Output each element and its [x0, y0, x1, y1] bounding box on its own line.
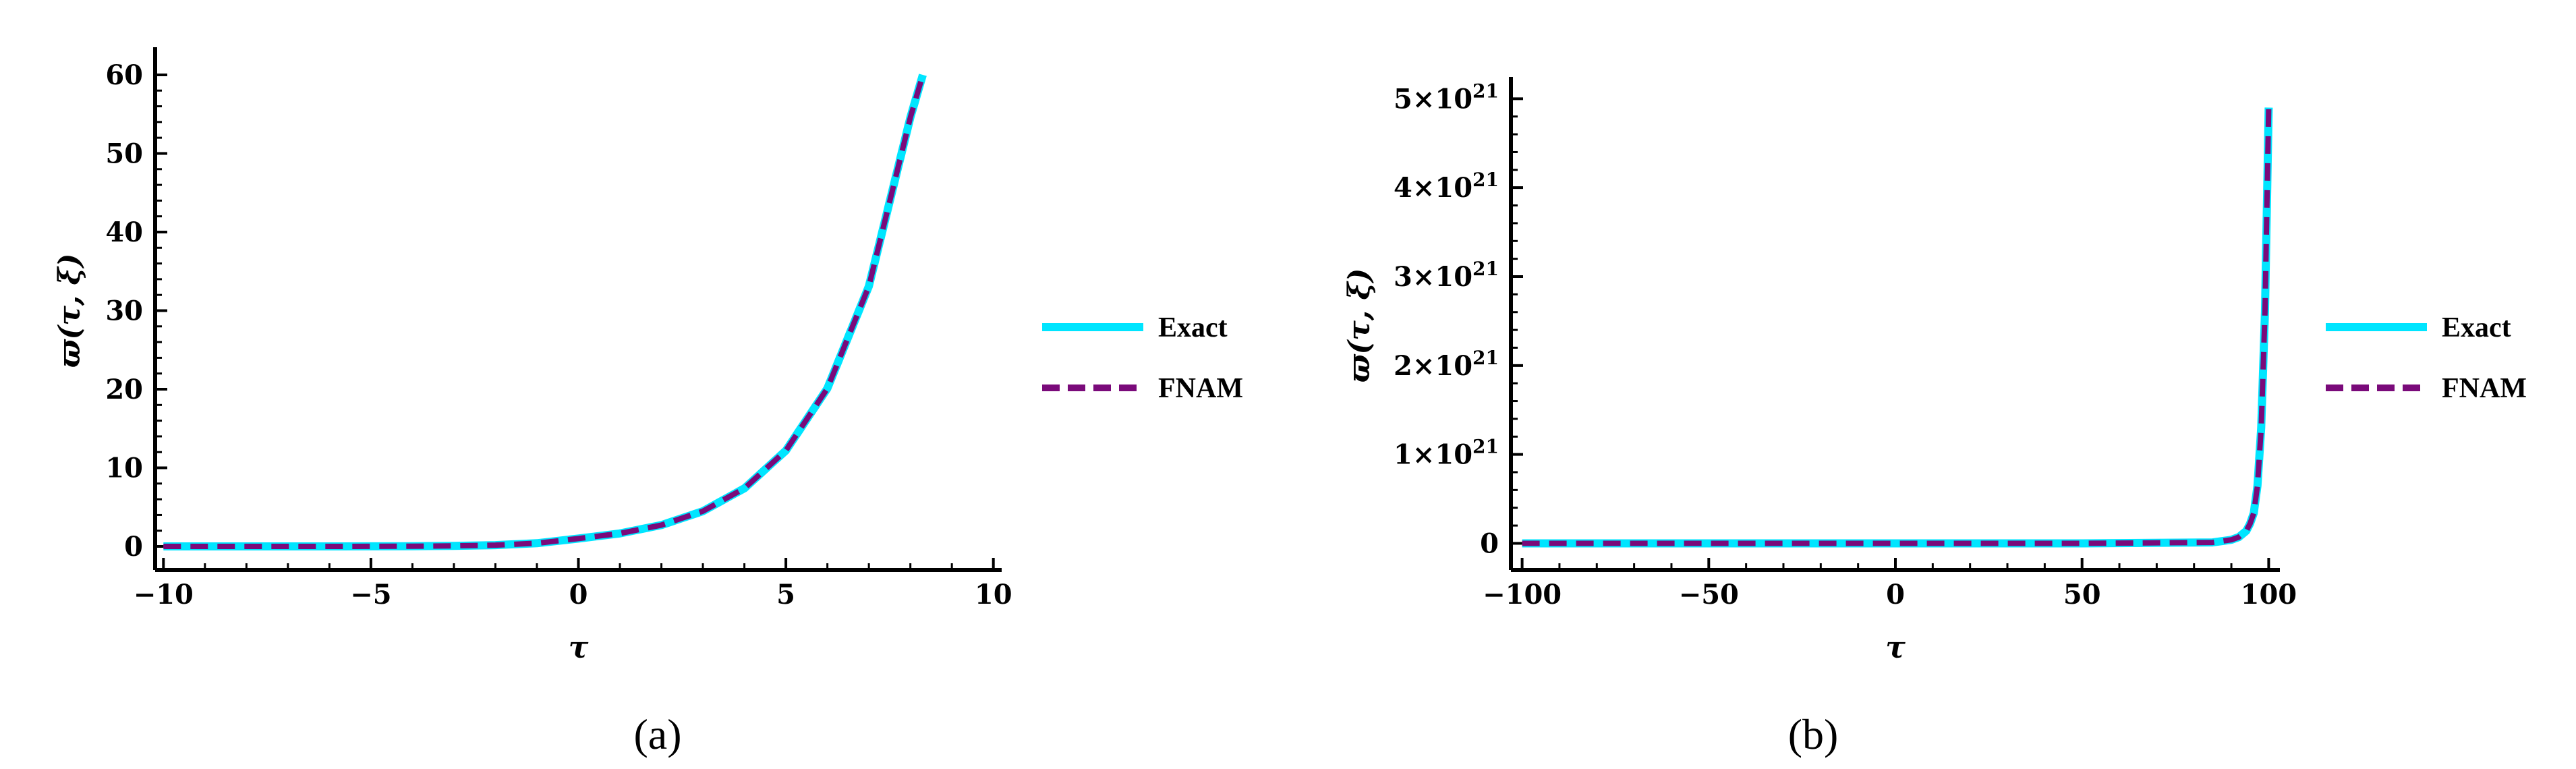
y-tick-label: 60 — [105, 59, 143, 91]
x-tick-label: 100 — [2241, 579, 2297, 610]
y-tick-label: 4×1021 — [1394, 169, 1499, 204]
series-line-fnam — [1522, 107, 2272, 546]
x-axis-title: τ — [1885, 631, 1906, 665]
x-tick-label: 10 — [975, 579, 1012, 610]
x-tick-label: −10 — [134, 579, 194, 610]
legend-label-exact: Exact — [1158, 312, 1228, 343]
x-tick-label: −100 — [1483, 579, 1562, 610]
chart-b-svg: −100 −50 0 50 100 0 1×1021 2×1021 3×1021 4×1021 5×… — [1342, 77, 2527, 758]
y-axis-title: ϖ(τ, ξ) — [53, 254, 87, 368]
legend-label-fnam: FNAM — [2442, 373, 2527, 404]
chart-panel-a: −10 −5 0 5 10 0 10 20 30 40 50 60 τ ϖ(τ, ξ) Exact FNAM (… — [53, 47, 1243, 758]
y-tick-label: 50 — [105, 138, 143, 169]
series-group — [163, 74, 927, 550]
y-tick-label: 0 — [124, 531, 143, 563]
x-tick-label: −5 — [350, 579, 391, 610]
x-axis-title: τ — [569, 631, 589, 665]
y-tick-label: 30 — [105, 295, 143, 327]
panel-label: (b) — [1788, 710, 1839, 758]
y-tick-label: 5×1021 — [1394, 80, 1499, 115]
y-tick-label: 2×1021 — [1394, 347, 1499, 382]
x-tick-label: 0 — [569, 579, 588, 610]
panel-label: (a) — [633, 710, 681, 758]
x-tick-label: 0 — [1886, 579, 1905, 610]
chart-panel-b: −100 −50 0 50 100 0 1×1021 2×1021 3×1021 4×1021 5×… — [1288, 0, 2576, 769]
legend-label-fnam: FNAM — [1158, 373, 1243, 404]
y-tick-label: 40 — [105, 217, 143, 248]
series-line-exact — [163, 74, 927, 550]
legend-label-exact: Exact — [2442, 312, 2511, 343]
y-tick-label: 20 — [105, 374, 143, 405]
y-tick-label: 3×1021 — [1394, 258, 1499, 293]
y-tick-label: 1×1021 — [1394, 436, 1499, 471]
x-tick-label: 50 — [2063, 579, 2101, 610]
y-axis-title: ϖ(τ, ξ) — [1342, 268, 1377, 383]
series-group — [1522, 107, 2273, 548]
chart-a-svg: −10 −5 0 5 10 0 10 20 30 40 50 60 τ ϖ(τ, ξ) Exact FNAM (… — [53, 47, 1243, 758]
y-tick-label: 10 — [105, 453, 143, 484]
x-tick-label: −50 — [1679, 579, 1739, 610]
y-tick-label: 0 — [1480, 528, 1499, 559]
series-line-fnam — [163, 74, 925, 549]
x-tick-label: 5 — [776, 579, 795, 610]
series-line-exact — [1522, 107, 2273, 548]
